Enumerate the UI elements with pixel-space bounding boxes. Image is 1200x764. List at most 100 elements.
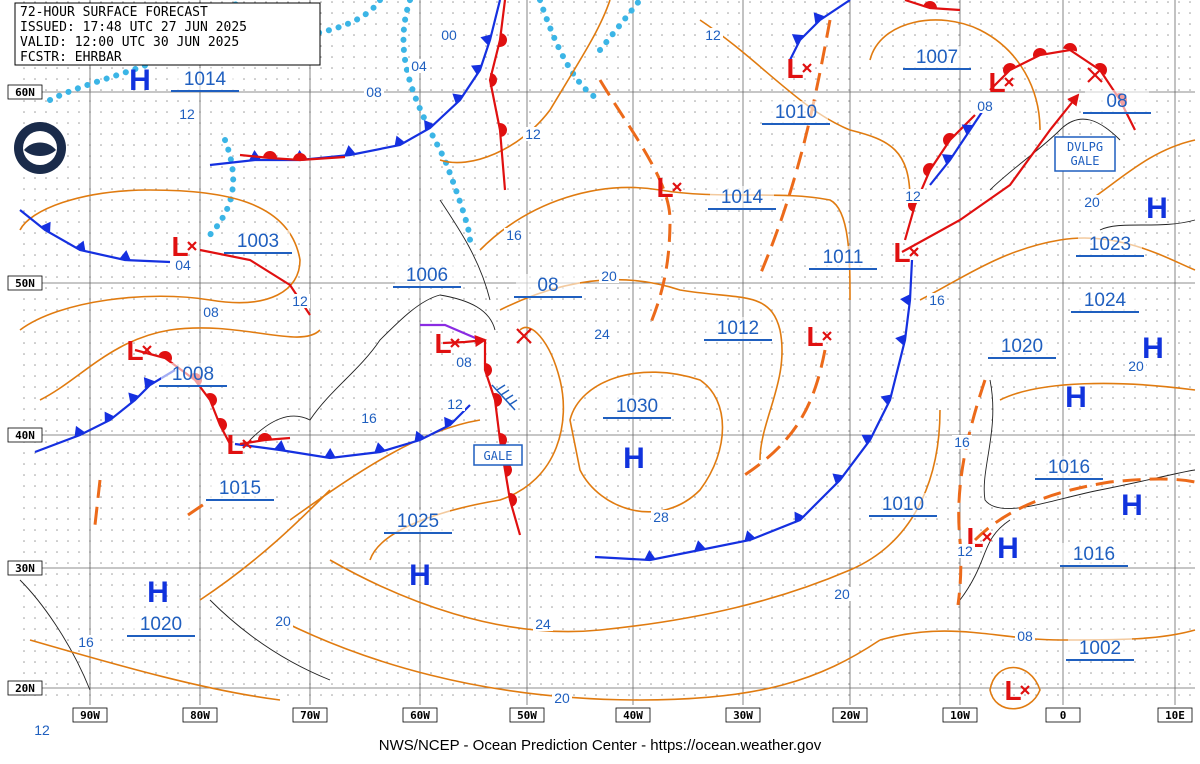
header-line: FCSTR: EHRBAR	[20, 50, 122, 65]
longitude-label: 70W	[300, 709, 320, 722]
latitude-label: 60N	[15, 86, 35, 99]
isobar-label: 16	[506, 227, 522, 243]
isobar-label: 08	[1017, 628, 1033, 644]
isobar-label: 12	[447, 396, 463, 412]
header-line: 72-HOUR SURFACE FORECAST	[20, 5, 208, 20]
pressure-label: 08	[537, 275, 558, 296]
pressure-label: 1014	[184, 69, 227, 90]
low-cross	[1087, 67, 1103, 83]
longitude-box	[402, 707, 438, 723]
low-cross	[142, 345, 152, 355]
label-backing	[1037, 456, 1101, 478]
label-backing	[201, 305, 221, 319]
pressure-label: 1002	[1079, 638, 1121, 659]
latitude-label: 20N	[15, 682, 35, 695]
developing-gale-annotation: DVLPG	[1067, 140, 1103, 154]
pressure-label: 1007	[916, 47, 958, 68]
pressure-label: 1015	[219, 478, 261, 499]
high-center: H	[997, 532, 1019, 565]
isobar-label: 12	[905, 188, 921, 204]
pressure-label: 1006	[406, 265, 448, 286]
isobar-label: 16	[929, 292, 945, 308]
longitude-box	[942, 707, 978, 723]
label-backing	[952, 435, 972, 449]
label-backing	[990, 335, 1054, 357]
noaa-logo	[14, 122, 66, 174]
longitude-box	[615, 707, 651, 723]
longitude-box	[725, 707, 761, 723]
label-backing	[811, 246, 875, 268]
longitude-label: 60W	[410, 709, 430, 722]
low-center: L	[786, 53, 803, 84]
label-backing	[173, 258, 193, 272]
pressure-label: 1016	[1073, 544, 1115, 565]
isobar-label: 12	[34, 722, 50, 738]
longitude-box	[1157, 707, 1193, 723]
low-cross	[802, 63, 812, 73]
pressure-label: 1030	[616, 396, 658, 417]
longitude-box	[509, 707, 545, 723]
pressure-label: 1008	[172, 364, 214, 385]
label-backing	[552, 691, 572, 705]
low-cross	[242, 439, 252, 449]
label-backing	[1068, 637, 1132, 659]
isobar-label: 08	[366, 84, 382, 100]
isobar-label: 20	[1128, 358, 1144, 374]
isobar-label: 12	[705, 27, 721, 43]
isobar-label: 12	[525, 126, 541, 142]
isobar-label: 16	[78, 634, 94, 650]
label-backing	[359, 411, 379, 425]
label-backing	[832, 587, 852, 601]
label-backing	[504, 228, 524, 242]
label-backing	[1073, 289, 1137, 311]
label-backing	[703, 28, 723, 42]
high-center: H	[147, 576, 169, 609]
label-backing	[454, 355, 474, 369]
low-cross	[516, 328, 532, 344]
longitude-label: 30W	[733, 709, 753, 722]
low-center: L	[893, 237, 910, 268]
pressure-label: 1024	[1084, 290, 1127, 311]
footer: NWS/NCEP - Ocean Prediction Center - htt…	[379, 737, 822, 754]
label-backing	[395, 264, 459, 286]
isobar-label: 04	[175, 257, 191, 273]
low-center: L	[806, 321, 823, 352]
isobar-label: 20	[554, 690, 570, 706]
label-backing	[651, 510, 671, 524]
label-backing	[273, 614, 293, 628]
longitude-label: 10W	[950, 709, 970, 722]
latitude-box	[7, 275, 43, 291]
isobar-label: 04	[411, 58, 427, 74]
longitude-box	[1045, 707, 1081, 723]
label-backing	[706, 317, 770, 339]
label-backing	[533, 617, 553, 631]
header-box	[14, 2, 321, 66]
isobar-label: 20	[275, 613, 291, 629]
pressure-label: 1011	[823, 247, 864, 268]
longitude-label: 0	[1060, 709, 1067, 722]
label-backing	[955, 544, 975, 558]
isobar-label: 00	[441, 27, 457, 43]
high-center: H	[1065, 381, 1087, 414]
longitude-label: 20W	[840, 709, 860, 722]
low-cross	[450, 338, 460, 348]
low-cross	[1020, 685, 1030, 695]
label-backing	[439, 28, 459, 42]
label-backing	[1082, 195, 1102, 209]
low-cross	[1004, 77, 1014, 87]
isobar-label: 28	[653, 509, 669, 525]
pressure-label: 1016	[1048, 457, 1090, 478]
isobar-label: 20	[834, 586, 850, 602]
isobar-label: 08	[456, 354, 472, 370]
isobar-label: 20	[1084, 194, 1100, 210]
latitude-box	[7, 427, 43, 443]
label-backing	[32, 723, 52, 737]
low-cross	[909, 247, 919, 257]
pressure-label: 1012	[717, 318, 759, 339]
label-backing	[177, 107, 197, 121]
developing-gale-box	[1054, 136, 1116, 172]
label-backing	[523, 127, 543, 141]
label-backing	[1062, 543, 1126, 565]
label-backing	[1015, 629, 1035, 643]
label-backing	[710, 186, 774, 208]
